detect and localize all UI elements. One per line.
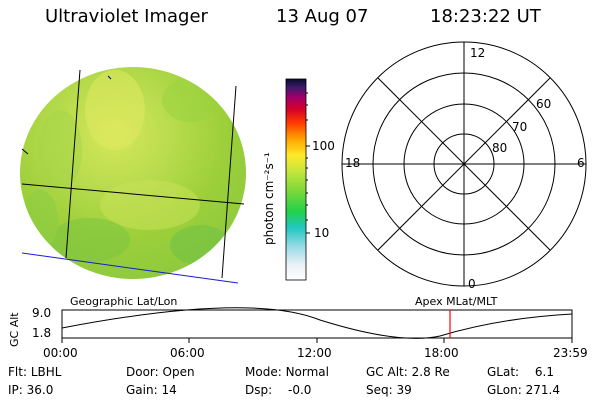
status-seq-value: 39 bbox=[396, 383, 412, 397]
altitude-timeline bbox=[61, 307, 573, 343]
status-door: Door: Open bbox=[126, 365, 195, 379]
timeline-right-caption: Apex MLat/MLT bbox=[415, 295, 498, 308]
colorbar-unit-label: photon cm⁻²s⁻¹ bbox=[262, 152, 276, 245]
timeline-xtick-1: 06:00 bbox=[170, 346, 205, 360]
timeline-xtick-2: 12:00 bbox=[297, 346, 332, 360]
status-mode-value: Normal bbox=[285, 365, 329, 379]
status-mode-label: Mode: bbox=[245, 365, 282, 379]
altitude-curve bbox=[61, 307, 573, 339]
lat-label-70: 70 bbox=[512, 120, 528, 134]
geographic-grid bbox=[21, 69, 245, 279]
status-gain-value: 14 bbox=[161, 383, 177, 397]
lat-label-60: 60 bbox=[536, 97, 552, 111]
mlt-label-0: 0 bbox=[468, 277, 476, 291]
colorbar-tick-100: 100 bbox=[312, 139, 335, 153]
status-seq-label: Seq: bbox=[366, 383, 393, 397]
status-door-label: Door: bbox=[126, 365, 159, 379]
status-ip: IP: 36.0 bbox=[8, 383, 53, 397]
mlt-label-6: 6 bbox=[577, 156, 585, 170]
observation-date: 13 Aug 07 bbox=[276, 6, 369, 27]
status-gc-alt-label: GC Alt: bbox=[366, 365, 408, 379]
uv-earth-disk bbox=[20, 67, 246, 279]
status-glon: GLon: 271.4 bbox=[487, 383, 560, 397]
status-ip-value: 36.0 bbox=[26, 383, 54, 397]
lat-label-80: 80 bbox=[492, 141, 508, 155]
timeline-xtick-3: 18:00 bbox=[424, 346, 459, 360]
status-ip-label: IP: bbox=[8, 383, 23, 397]
status-mode: Mode: Normal bbox=[245, 365, 329, 379]
status-filter-label: Flt: bbox=[8, 365, 27, 379]
timeline-xtick-0: 00:00 bbox=[43, 346, 78, 360]
status-dsp-value: -0.0 bbox=[287, 383, 312, 397]
status-gc-alt-value: 2.8 Re bbox=[411, 365, 450, 379]
instrument-title: Ultraviolet Imager bbox=[45, 6, 208, 27]
observation-time: 18:23:22 UT bbox=[430, 6, 541, 27]
color-scale-bar bbox=[285, 78, 307, 281]
timeline-left-caption: Geographic Lat/Lon bbox=[70, 295, 178, 308]
polar-grid bbox=[341, 41, 587, 287]
status-dsp-label: Dsp: bbox=[245, 383, 273, 397]
status-dsp: Dsp: -0.0 bbox=[245, 383, 311, 397]
status-glat-value: 6.1 bbox=[534, 365, 555, 379]
status-glon-value: 271.4 bbox=[525, 383, 560, 397]
status-filter-value: LBHL bbox=[30, 365, 62, 379]
timeline-ylabel: GC Alt bbox=[8, 312, 21, 347]
status-gc-alt: GC Alt: 2.8 Re bbox=[366, 365, 450, 379]
status-glon-label: GLon: bbox=[487, 383, 522, 397]
status-door-value: Open bbox=[162, 365, 195, 379]
mlt-label-18: 18 bbox=[345, 156, 361, 170]
status-filter: Flt: LBHL bbox=[8, 365, 61, 379]
status-gain-label: Gain: bbox=[126, 383, 158, 397]
colorbar-tick-10: 10 bbox=[314, 226, 330, 240]
color-scale-ticks bbox=[306, 92, 310, 234]
status-seq: Seq: 39 bbox=[366, 383, 412, 397]
timeline-ytick-low: 1.8 bbox=[32, 326, 52, 340]
horizon-line bbox=[21, 252, 239, 284]
status-glat-label: GLat: bbox=[487, 365, 520, 379]
status-glat: GLat: 6.1 bbox=[487, 365, 554, 379]
timeline-ytick-high: 9.0 bbox=[32, 306, 52, 320]
mlt-label-12: 12 bbox=[470, 46, 486, 60]
status-gain: Gain: 14 bbox=[126, 383, 177, 397]
timeline-xtick-4: 23:59 bbox=[553, 346, 588, 360]
